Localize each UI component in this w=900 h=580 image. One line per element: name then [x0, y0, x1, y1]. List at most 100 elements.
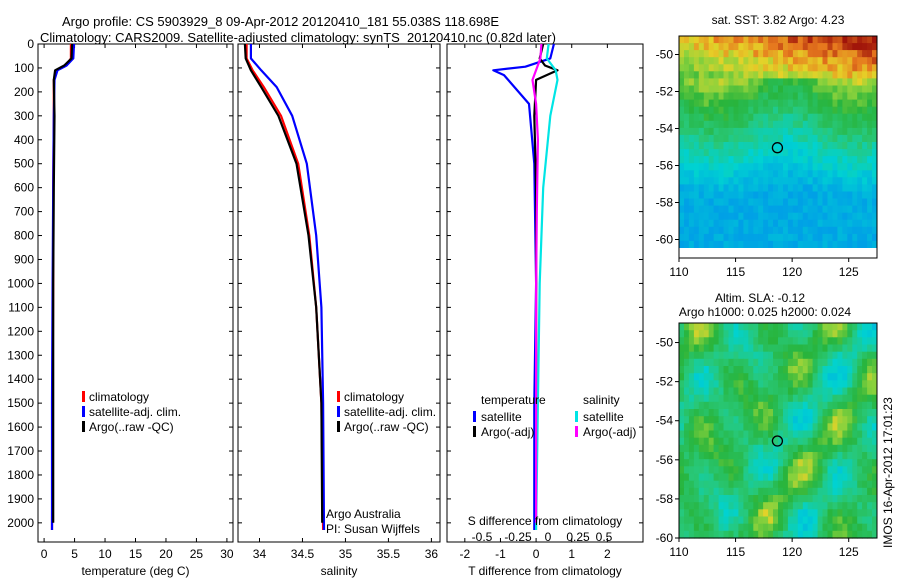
- map-cell: [812, 212, 819, 221]
- map-cell: [792, 177, 799, 185]
- map-cell: [812, 416, 819, 424]
- map-cell: [787, 487, 794, 496]
- map-cell: [862, 78, 868, 87]
- map-cell: [763, 184, 769, 193]
- map-cell: [773, 92, 779, 101]
- map-cell: [679, 444, 685, 453]
- map-cell: [768, 36, 774, 44]
- map-cell: [773, 36, 779, 44]
- map-cell: [792, 323, 799, 331]
- map-cell: [792, 459, 799, 467]
- map-cell: [708, 401, 715, 410]
- map-cell: [693, 78, 700, 87]
- map-cell: [773, 466, 779, 475]
- map-cell: [807, 198, 814, 207]
- map-cell: [753, 351, 759, 360]
- map-cell: [832, 233, 838, 242]
- map-cell: [713, 233, 720, 242]
- map-cell: [802, 337, 809, 346]
- map-cell: [743, 191, 749, 200]
- map-cell: [733, 401, 739, 410]
- map-cell: [847, 134, 853, 143]
- map-cell: [738, 366, 744, 374]
- map-cell: [778, 226, 784, 235]
- map-cell: [743, 106, 749, 115]
- map-cell: [842, 423, 848, 432]
- map-cell: [728, 351, 734, 360]
- map-cell: [852, 530, 858, 539]
- map-cell: [842, 184, 848, 193]
- map-cell: [837, 430, 843, 439]
- map-cell: [713, 409, 720, 417]
- map-cell: [728, 366, 734, 374]
- map-cell: [787, 191, 794, 200]
- map-cell: [862, 380, 868, 389]
- map-cell: [748, 106, 754, 115]
- map-cell: [713, 452, 720, 460]
- map-cell: [693, 409, 700, 417]
- x-axis-label: T difference from climatology: [468, 564, 622, 578]
- map-cell: [778, 205, 784, 214]
- map-cell: [684, 127, 690, 136]
- map-cell: [778, 358, 784, 367]
- map-cell: [842, 358, 848, 367]
- map-cell: [778, 78, 784, 87]
- map-cell: [847, 36, 853, 44]
- legend-label: satellite: [583, 410, 624, 424]
- map-cell: [713, 358, 720, 367]
- map-cell: [723, 212, 729, 221]
- map-cell: [807, 212, 814, 221]
- map-cell: [812, 523, 819, 532]
- map-cell: [778, 85, 784, 94]
- map-cell: [748, 36, 754, 44]
- map-cell: [778, 473, 784, 482]
- map-cell: [688, 226, 695, 235]
- map-cell: [763, 156, 769, 164]
- map-cell: [842, 191, 848, 200]
- map-cell: [842, 177, 848, 185]
- map-cell: [837, 78, 843, 87]
- map-cell: [768, 219, 774, 228]
- map-cell: [792, 487, 799, 496]
- map-cell: [708, 156, 715, 164]
- map-cell: [857, 43, 863, 51]
- map-cell: [748, 198, 754, 207]
- map-cell: [857, 149, 863, 157]
- map-cell: [812, 401, 819, 410]
- map-cell: [812, 351, 819, 360]
- map-cell: [852, 134, 858, 143]
- map-cell: [847, 43, 853, 51]
- map-cell: [797, 437, 804, 446]
- map-cell: [792, 330, 799, 338]
- map-cell: [807, 191, 814, 200]
- map-cell: [783, 330, 789, 338]
- map-cell: [733, 380, 739, 389]
- map-cell: [857, 401, 863, 410]
- map-cell: [778, 466, 784, 475]
- map-cell: [797, 466, 804, 475]
- map-cell: [703, 149, 710, 157]
- map-cell: [778, 127, 784, 136]
- map-cell: [723, 92, 729, 101]
- map-cell: [718, 57, 725, 65]
- map-cell: [872, 373, 878, 381]
- map-cell: [748, 387, 754, 396]
- map-cell: [827, 480, 833, 489]
- map-cell: [778, 142, 784, 150]
- map-cell: [738, 43, 744, 51]
- map-cell: [862, 36, 868, 44]
- map-cell: [763, 170, 769, 178]
- map-cell: [768, 502, 774, 510]
- map-cell: [852, 401, 858, 410]
- map-cell: [728, 394, 734, 403]
- map-cell: [743, 50, 749, 58]
- map-cell: [684, 358, 690, 367]
- map-cell: [723, 177, 729, 185]
- map-cell: [688, 495, 695, 503]
- map-cell: [773, 78, 779, 87]
- map-cell: [822, 466, 828, 475]
- map-cell: [679, 495, 685, 503]
- map-cell: [817, 495, 824, 503]
- map-cell: [703, 480, 710, 489]
- map-cell: [847, 487, 853, 496]
